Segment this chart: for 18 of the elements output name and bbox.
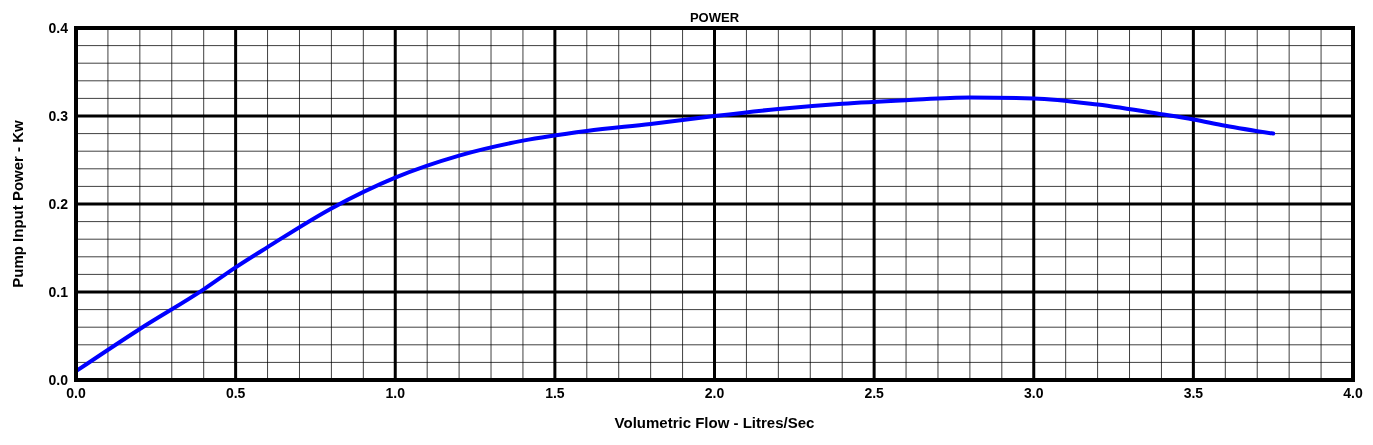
y-tick-label: 0.0	[48, 371, 69, 388]
x-axis-title: Volumetric Flow - Litres/Sec	[614, 414, 815, 431]
x-tick-label: 0.0	[66, 384, 86, 401]
x-tick-label: 4.0	[1343, 384, 1363, 401]
y-tick-label: 0.4	[48, 19, 69, 36]
y-tick-label: 0.2	[48, 195, 69, 212]
y-axis-title: Pump Input Power - Kw	[9, 119, 27, 288]
x-tick-label: 0.5	[225, 384, 246, 401]
x-tick-label: 1.5	[545, 384, 565, 401]
chart-title: POWER	[689, 10, 740, 25]
x-tick-label: 2.0	[704, 384, 725, 401]
x-tick-label: 1.0	[385, 384, 406, 401]
y-tick-label: 0.1	[48, 283, 69, 300]
line-series	[76, 95, 1276, 374]
x-tick-label: 2.5	[864, 384, 885, 401]
x-tick-label: 3.5	[1183, 384, 1204, 401]
y-tick-label: 0.3	[48, 107, 69, 124]
x-tick-label: 3.0	[1024, 384, 1044, 401]
